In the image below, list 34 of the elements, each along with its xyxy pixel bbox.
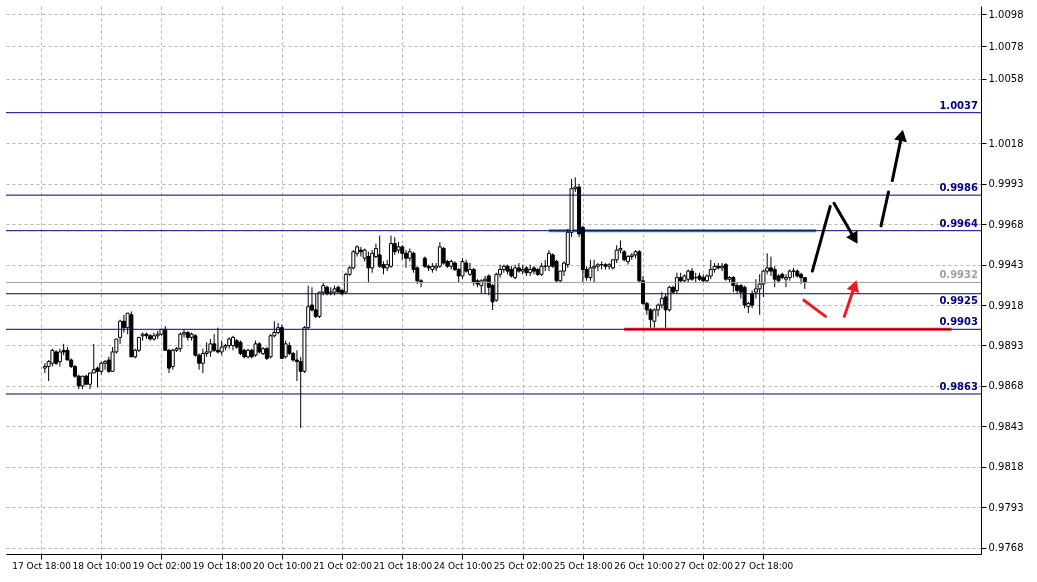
y-tick-label: 1.0078 xyxy=(988,40,1024,52)
ref-line-label: 0.9964 xyxy=(939,217,979,229)
y-tick-label: 0.9893 xyxy=(988,339,1024,351)
ref-line-label: 0.9863 xyxy=(939,380,979,392)
x-tick-label: 19 Oct 18:00 xyxy=(192,560,252,571)
x-tick-label: 27 Oct 02:00 xyxy=(674,560,734,571)
y-tick-label: 0.9993 xyxy=(988,178,1024,190)
y-tick-label: 0.9768 xyxy=(988,542,1024,554)
x-tick-label: 24 Oct 10:00 xyxy=(433,560,493,571)
y-tick-label: 0.9868 xyxy=(988,380,1024,392)
ref-line-label: 0.9903 xyxy=(939,316,979,328)
x-tick-label: 21 Oct 02:00 xyxy=(313,560,373,571)
y-tick-label: 0.9793 xyxy=(988,501,1024,513)
x-tick-label: 21 Oct 18:00 xyxy=(373,560,433,571)
ref-line-label: 0.9986 xyxy=(939,182,979,194)
x-tick-label: 19 Oct 02:00 xyxy=(132,560,192,571)
x-tick-label: 26 Oct 10:00 xyxy=(614,560,674,571)
y-tick-label: 1.0058 xyxy=(988,73,1024,85)
y-tick-label: 1.0098 xyxy=(988,8,1024,20)
ref-line-label: 0.9925 xyxy=(939,294,979,306)
x-tick-label: 17 Oct 18:00 xyxy=(12,560,72,571)
y-tick-label: 1.0018 xyxy=(988,137,1024,149)
x-tick-label: 18 Oct 10:00 xyxy=(72,560,132,571)
x-tick-label: 25 Oct 02:00 xyxy=(493,560,553,571)
ref-line-label: 0.9932 xyxy=(939,269,979,281)
y-tick-label: 0.9968 xyxy=(988,218,1024,230)
y-tick-label: 0.9818 xyxy=(988,461,1024,473)
x-tick-label: 20 Oct 10:00 xyxy=(253,560,312,571)
ref-line-label: 1.0037 xyxy=(939,99,979,111)
y-tick-label: 0.9843 xyxy=(988,420,1024,432)
x-tick-label: 27 Oct 18:00 xyxy=(734,560,794,571)
y-tick-label: 0.9918 xyxy=(988,299,1024,311)
y-tick-label: 0.9943 xyxy=(988,259,1024,271)
x-tick-label: 25 Oct 18:00 xyxy=(554,560,613,571)
